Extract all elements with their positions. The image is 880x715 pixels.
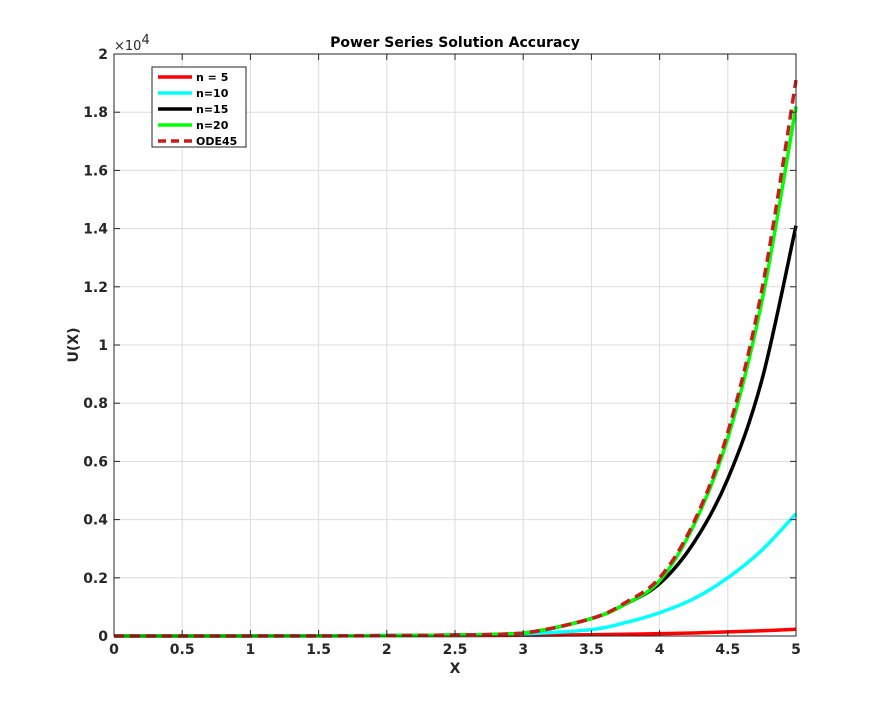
x-tick-label: 5 <box>791 642 801 658</box>
y-tick-label: 0.4 <box>83 513 108 529</box>
series-line-5 <box>113 79 798 638</box>
y-tick-label: 1 <box>98 338 108 354</box>
y-exponent-label: ×104 <box>114 33 150 54</box>
x-tick-label: 1 <box>246 642 256 658</box>
y-exponent-base: ×10 <box>114 39 141 54</box>
legend: n = 5 n=10 n=15 n=20 ODE45 <box>151 66 247 148</box>
x-tick-label: 0.5 <box>170 642 195 658</box>
x-tick-label: 2 <box>382 642 392 658</box>
y-tick-label: 0 <box>98 629 108 645</box>
x-tick-label: 0 <box>109 642 119 658</box>
x-tick-label: 4 <box>655 642 665 658</box>
x-tick-label: 3.5 <box>579 642 604 658</box>
y-tick-label: 0.8 <box>83 396 108 412</box>
y-tick-label: 1.4 <box>83 222 108 238</box>
y-tick-label: 1.6 <box>83 163 108 179</box>
y-tick-label: 0.2 <box>83 571 108 587</box>
y-tick-label: 1.2 <box>83 280 108 296</box>
x-axis-label: X <box>450 661 461 677</box>
y-tick-label: 1.8 <box>83 105 108 121</box>
y-tick-label: 0.6 <box>83 454 108 470</box>
legend-box <box>151 66 247 148</box>
y-exponent-power: 4 <box>141 33 149 48</box>
y-axis-label: U(X) <box>66 328 82 363</box>
x-tick-label: 3 <box>518 642 528 658</box>
legend-label-1: n = 5 <box>196 71 228 84</box>
x-tick-label: 2.5 <box>443 642 468 658</box>
legend-label-4: n=20 <box>196 119 229 132</box>
chart-title: Power Series Solution Accuracy <box>330 35 580 51</box>
legend-label-3: n=15 <box>196 103 228 116</box>
legend-label-2: n=10 <box>196 87 229 100</box>
x-tick-label: 1.5 <box>306 642 331 658</box>
x-tick-label: 4.5 <box>715 642 740 658</box>
ticks: 0 0.5 1 1.5 2 2.5 3 3.5 4 4.5 5 0 0.2 0.4 0.6 0.8 1 1.2 1.… <box>83 47 801 658</box>
y-tick-label: 2 <box>98 47 108 63</box>
legend-label-5: ODE45 <box>196 135 237 148</box>
